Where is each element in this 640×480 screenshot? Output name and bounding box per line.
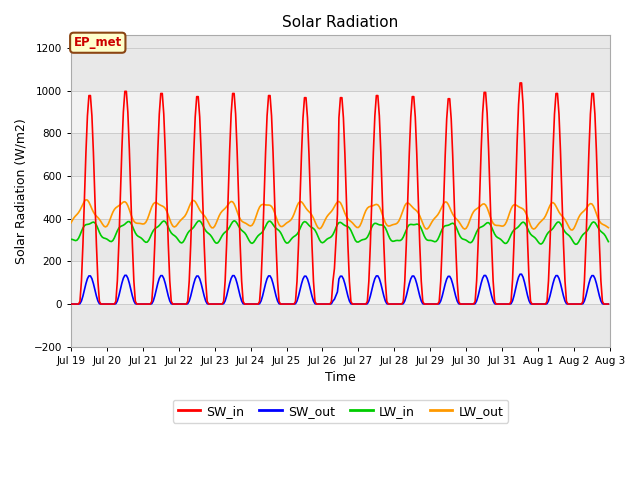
SW_in	[518, 80, 525, 86]
SW_out	[302, 273, 310, 279]
LW_in	[247, 240, 255, 246]
SW_in	[605, 301, 612, 307]
LW_out	[228, 199, 236, 204]
Bar	[71, 91, 610, 133]
LW_out	[303, 207, 311, 213]
SW_out	[67, 301, 75, 307]
X-axis label: Time: Time	[325, 372, 356, 384]
SW_in	[67, 301, 75, 307]
SW_in	[576, 301, 584, 307]
Bar	[71, 304, 610, 347]
LW_out	[82, 197, 90, 203]
LW_in	[230, 218, 238, 224]
Line: LW_in: LW_in	[71, 221, 609, 244]
LW_out	[247, 223, 255, 229]
Line: SW_out: SW_out	[71, 274, 609, 304]
SW_in	[227, 111, 235, 117]
SW_out	[133, 301, 141, 307]
Line: SW_in: SW_in	[71, 83, 609, 304]
Bar	[71, 219, 610, 262]
LW_out	[67, 220, 75, 226]
SW_in	[245, 301, 253, 307]
LW_out	[568, 227, 576, 233]
Bar	[71, 48, 610, 91]
Bar	[71, 133, 610, 176]
LW_in	[605, 239, 612, 244]
Bar	[71, 262, 610, 304]
Bar	[71, 176, 610, 219]
LW_in	[133, 232, 141, 238]
SW_out	[576, 301, 584, 307]
LW_in	[67, 236, 75, 242]
LW_out	[577, 210, 585, 216]
Text: EP_met: EP_met	[74, 36, 122, 49]
SW_in	[302, 95, 310, 100]
SW_out	[518, 271, 525, 277]
SW_out	[227, 276, 235, 281]
SW_out	[605, 301, 612, 307]
Title: Solar Radiation: Solar Radiation	[282, 15, 399, 30]
SW_in	[254, 301, 262, 307]
Legend: SW_in, SW_out, LW_in, LW_out: SW_in, SW_out, LW_in, LW_out	[173, 400, 508, 423]
LW_in	[577, 234, 585, 240]
LW_out	[605, 225, 612, 230]
SW_out	[254, 301, 262, 307]
LW_in	[572, 241, 579, 247]
Line: LW_out: LW_out	[71, 200, 609, 230]
LW_out	[134, 220, 142, 226]
SW_in	[133, 301, 141, 307]
LW_in	[227, 221, 235, 227]
Y-axis label: Solar Radiation (W/m2): Solar Radiation (W/m2)	[15, 118, 28, 264]
LW_in	[256, 231, 264, 237]
LW_out	[256, 204, 264, 210]
SW_out	[245, 301, 253, 307]
LW_in	[303, 221, 311, 227]
